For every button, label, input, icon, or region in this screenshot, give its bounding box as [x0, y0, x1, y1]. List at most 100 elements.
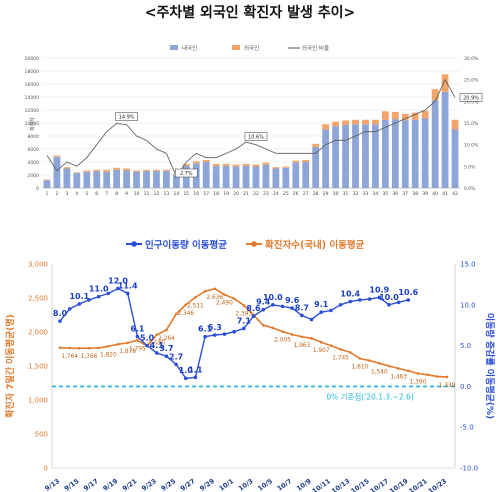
mobility-point	[116, 286, 120, 291]
x-tick-label: 10/7	[276, 477, 294, 492]
y2-tick-label: 5.0	[460, 342, 471, 350]
annotation-label: 2.7%	[180, 171, 193, 177]
bar-foreign	[332, 121, 339, 127]
mobility-point	[280, 304, 285, 309]
x-tick-label: 9/23	[140, 477, 158, 492]
mobility-point	[203, 334, 207, 339]
y-tick-label: 18000	[25, 69, 39, 75]
y-tick-label: 6000	[28, 147, 40, 153]
x-tick-label: 1	[46, 191, 49, 197]
x-tick-label: 7	[105, 191, 108, 197]
bar-domestic	[202, 162, 210, 188]
x-tick-label: 33	[363, 191, 369, 197]
bar-domestic	[362, 124, 369, 188]
bar-foreign	[252, 164, 260, 167]
bar-foreign	[441, 74, 449, 92]
x-tick-label: 41	[442, 191, 448, 197]
bar-foreign	[153, 169, 160, 172]
y-tick-label: 0	[44, 465, 48, 473]
cases-point	[348, 351, 352, 354]
legend-mobility-marker	[131, 241, 137, 247]
y2-axis-label: 이동량 증감률 이동평균(%)	[484, 313, 496, 419]
mobility-data-label: 10.4	[340, 290, 360, 299]
bar-foreign	[391, 111, 399, 120]
mobility-point	[358, 298, 362, 302]
annotation-label: 14.9%	[119, 115, 135, 121]
x-tick-label: 23	[263, 191, 269, 197]
cases-point	[126, 341, 130, 345]
cases-data-label: 1,820	[100, 352, 117, 358]
bar-domestic	[172, 174, 180, 188]
mobility-data-label: 6.1	[198, 325, 213, 334]
bar-domestic	[63, 168, 71, 188]
annotation-box	[175, 168, 198, 178]
x-tick-label: 3	[65, 191, 68, 197]
y2-tick-label: 25.0%	[464, 78, 479, 84]
mobility-data-label: 6.1	[130, 325, 145, 334]
bar-domestic	[381, 119, 389, 188]
bar-domestic	[43, 180, 51, 188]
mobility-point	[183, 376, 188, 381]
cases-data-label: 2,490	[216, 301, 233, 307]
x-tick-label: 13	[164, 191, 170, 197]
annotation-box	[244, 132, 268, 141]
x-tick-label: 10/19	[388, 477, 410, 492]
cases-point	[232, 297, 236, 300]
y2-tick-label: 10.0	[460, 301, 476, 309]
y-tick-label: 2,500	[28, 295, 48, 303]
cases-data-label: 2,636	[206, 295, 223, 301]
x-tick-label: 10/17	[369, 477, 390, 492]
bar-foreign	[93, 169, 101, 172]
x-tick-label: 10/3	[237, 477, 255, 492]
y-axis-label: 확진자 7일간 이동평균(명)	[4, 314, 16, 418]
x-tick-label: 37	[402, 191, 408, 197]
y-tick-label: 20000	[25, 56, 39, 62]
mobility-point	[271, 303, 275, 307]
bar-domestic	[391, 119, 399, 188]
bar-foreign	[451, 119, 459, 130]
mobility-data-label: 9.4	[256, 298, 271, 307]
y-tick-label: 1,000	[28, 397, 48, 405]
x-tick-label: 20	[233, 191, 239, 197]
x-tick-label: 4	[75, 191, 78, 197]
mobility-data-label: 8.0	[53, 309, 68, 318]
x-tick-label: 28	[313, 191, 319, 197]
bar-foreign	[401, 113, 409, 121]
x-tick-label: 10/21	[407, 477, 429, 492]
cases-point	[155, 333, 159, 337]
mobility-data-label: 1.1	[188, 365, 203, 374]
legend-foreign-swatch	[232, 45, 240, 50]
x-tick-label: 10/5	[256, 477, 274, 492]
x-tick-label: 9/29	[198, 477, 216, 492]
x-tick-label: 6	[95, 191, 98, 197]
bar-foreign	[272, 167, 280, 169]
mobility-data-label: 6.3	[208, 323, 222, 332]
x-tick-label: 10	[134, 191, 140, 197]
bar-foreign	[202, 160, 210, 162]
bar-domestic	[411, 119, 419, 188]
mobility-data-label: 9.1	[314, 300, 329, 309]
cases-data-label: 1,463	[390, 375, 407, 381]
x-tick-label: 8	[115, 191, 118, 197]
legend-ratio: 외국인 비율	[302, 44, 329, 52]
x-tick-label: 2	[55, 191, 58, 197]
mobility-point	[232, 329, 236, 334]
y2-tick-label: 5.0%	[464, 164, 476, 170]
mobility-point	[242, 326, 246, 331]
y2-tick-label: -10.0	[460, 465, 478, 473]
bar-domestic	[451, 129, 459, 188]
mobility-point	[125, 291, 130, 296]
y-tick-label: 1,500	[28, 363, 48, 371]
cases-point	[368, 359, 371, 362]
y-tick-label: 10000	[25, 121, 39, 127]
mobility-data-label: 10.6	[398, 288, 418, 297]
weekly-foreign-cases-chart: 내국인 외국인 외국인 비율 0 2000 4000 6000 8000 10000 12000 1…	[25, 44, 483, 197]
cases-point	[194, 295, 197, 299]
bar-domestic	[262, 164, 270, 188]
bar-domestic	[242, 165, 250, 188]
cases-point	[358, 357, 362, 360]
cases-point	[416, 372, 420, 375]
bar-foreign	[421, 110, 429, 119]
legend-domestic: 내국인	[182, 44, 197, 52]
mobility-point	[77, 302, 82, 306]
